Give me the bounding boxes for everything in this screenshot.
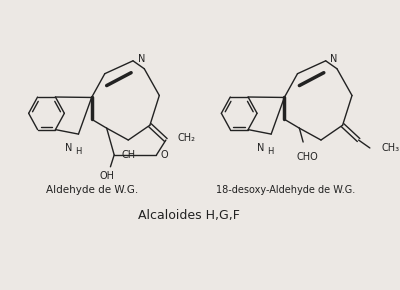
Text: CH₃: CH₃ [381,143,399,153]
Text: OH: OH [99,171,114,181]
Text: O: O [160,150,168,160]
Text: N: N [138,54,145,64]
Text: Aldehyde de W.G.: Aldehyde de W.G. [46,185,139,195]
Text: N: N [330,54,338,64]
Text: CH: CH [122,150,136,160]
Text: N: N [64,143,72,153]
Text: H: H [268,147,274,156]
Text: CHO: CHO [296,152,318,162]
Text: Alcaloides H,G,F: Alcaloides H,G,F [138,209,240,222]
Text: 18-desoxy-Aldehyde de W.G.: 18-desoxy-Aldehyde de W.G. [216,185,355,195]
Text: CH₂: CH₂ [177,133,195,143]
Text: H: H [75,147,81,156]
Text: N: N [257,143,264,153]
